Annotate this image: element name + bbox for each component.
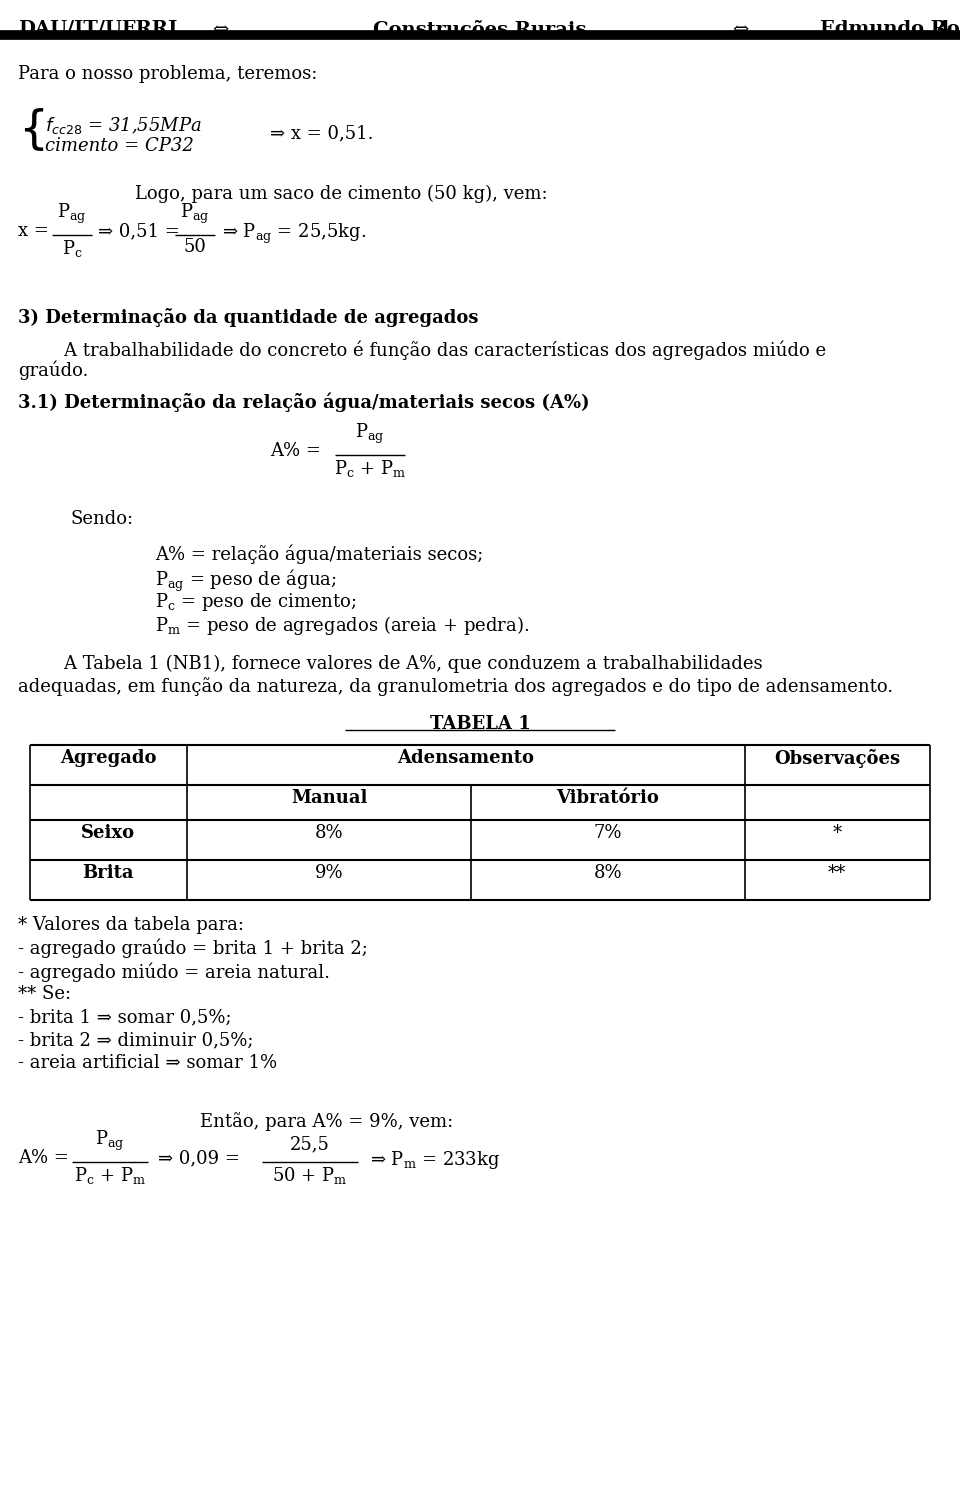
Text: cimento = CP32: cimento = CP32 [45,137,194,155]
Text: Manual: Manual [291,790,367,807]
Text: ⇒ P$_{\mathregular{m}}$ = 233kg: ⇒ P$_{\mathregular{m}}$ = 233kg [370,1149,500,1170]
Text: **: ** [828,864,846,882]
Text: Sendo:: Sendo: [70,510,133,528]
Text: Seixo: Seixo [81,824,135,842]
Text: P$_{\mathregular{m}}$ = peso de agregados (areia + pedra).: P$_{\mathregular{m}}$ = peso de agregado… [155,614,529,636]
Text: ⇒ 0,51 =: ⇒ 0,51 = [98,222,180,239]
Text: 3) Determinação da quantidade de agregados: 3) Determinação da quantidade de agregad… [18,308,478,327]
Text: 4: 4 [937,19,950,39]
Text: 8%: 8% [593,864,622,882]
Text: x =: x = [18,222,49,239]
Text: 7%: 7% [593,824,622,842]
Text: P$_{\mathregular{c}}$ + P$_{\mathregular{m}}$: P$_{\mathregular{c}}$ + P$_{\mathregular… [74,1164,146,1187]
Text: ⇒ 0,09 =: ⇒ 0,09 = [158,1149,240,1167]
Text: P$_{\mathregular{ag}}$ = peso de água;: P$_{\mathregular{ag}}$ = peso de água; [155,568,337,595]
Text: {: { [18,109,48,153]
Text: Para o nosso problema, teremos:: Para o nosso problema, teremos: [18,65,318,83]
Text: graúdo.: graúdo. [18,361,88,381]
Text: P$_{\mathregular{c}}$ = peso de cimento;: P$_{\mathregular{c}}$ = peso de cimento; [155,590,357,613]
Text: Construções Rurais: Construções Rurais [373,19,587,39]
Text: 9%: 9% [315,864,344,882]
Text: - brita 1 ⇒ somar 0,5%;: - brita 1 ⇒ somar 0,5%; [18,1008,231,1026]
Text: *: * [832,824,842,842]
Text: Brita: Brita [83,864,133,882]
Text: A trabalhabilidade do concreto é função das características dos agregados miúdo : A trabalhabilidade do concreto é função … [18,341,827,360]
Text: 3.1) Determinação da relação água/materiais secos (A%): 3.1) Determinação da relação água/materi… [18,393,589,412]
Text: adequadas, em função da natureza, da granulometria dos agregados e do tipo de ad: adequadas, em função da natureza, da gra… [18,677,893,696]
Text: A% =: A% = [270,442,321,459]
Text: P$_{\mathregular{ag}}$: P$_{\mathregular{ag}}$ [95,1129,125,1152]
Text: Observações: Observações [774,749,900,767]
Text: * Valores da tabela para:: * Valores da tabela para: [18,916,244,934]
Text: ⇔: ⇔ [732,19,748,39]
Text: A% =: A% = [18,1149,69,1167]
Text: - agregado miúdo = areia natural.: - agregado miúdo = areia natural. [18,962,330,981]
Text: ** Se:: ** Se: [18,984,71,1004]
Text: P$_{\mathregular{ag}}$: P$_{\mathregular{ag}}$ [58,202,86,226]
Text: 50: 50 [183,238,206,256]
Text: - areia artificial ⇒ somar 1%: - areia artificial ⇒ somar 1% [18,1054,277,1072]
Text: 25,5: 25,5 [290,1135,330,1152]
Text: Logo, para um saco de cimento (50 kg), vem:: Logo, para um saco de cimento (50 kg), v… [135,184,547,204]
Text: 8%: 8% [315,824,344,842]
Text: Edmundo Rodrigues: Edmundo Rodrigues [820,19,960,39]
Text: - agregado graúdo = brita 1 + brita 2;: - agregado graúdo = brita 1 + brita 2; [18,938,368,959]
Text: ⇔: ⇔ [212,19,228,39]
Text: P$_{\mathregular{ag}}$: P$_{\mathregular{ag}}$ [180,202,209,226]
Text: P$_{\mathregular{ag}}$: P$_{\mathregular{ag}}$ [355,422,385,446]
Text: DAU/IT/UFRRJ: DAU/IT/UFRRJ [18,19,178,39]
Text: Adensamento: Adensamento [397,749,535,767]
Text: ⇒ P$_{\mathregular{ag}}$ = 25,5kg.: ⇒ P$_{\mathregular{ag}}$ = 25,5kg. [222,222,367,247]
Text: P$_{\mathregular{c}}$: P$_{\mathregular{c}}$ [61,238,83,259]
Text: Vibratório: Vibratório [557,790,660,807]
Text: Agregado: Agregado [60,749,156,767]
Text: TABELA 1: TABELA 1 [430,715,530,733]
Text: Então, para A% = 9%, vem:: Então, para A% = 9%, vem: [200,1112,453,1132]
Text: $f_{cc28}$ = 31,55MPa: $f_{cc28}$ = 31,55MPa [45,114,202,135]
Text: P$_{\mathregular{c}}$ + P$_{\mathregular{m}}$: P$_{\mathregular{c}}$ + P$_{\mathregular… [334,458,406,479]
Text: 50 + P$_{\mathregular{m}}$: 50 + P$_{\mathregular{m}}$ [273,1164,348,1187]
Text: ⇒ x = 0,51.: ⇒ x = 0,51. [270,123,373,141]
Text: A Tabela 1 (NB1), fornece valores de A%, que conduzem a trabalhabilidades: A Tabela 1 (NB1), fornece valores de A%,… [18,654,762,674]
Text: - brita 2 ⇒ diminuir 0,5%;: - brita 2 ⇒ diminuir 0,5%; [18,1030,253,1048]
Text: A% = relação água/materiais secos;: A% = relação água/materiais secos; [155,546,484,565]
